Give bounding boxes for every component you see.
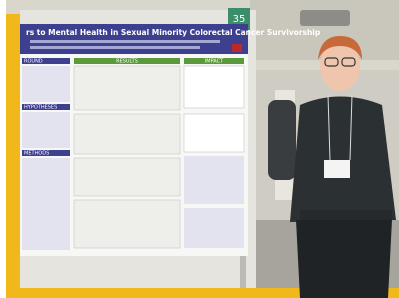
presenter-trousers (296, 220, 392, 298)
section-title: METHODS (24, 151, 49, 157)
photo: 35 rs to Mental Health in Sexual Minorit… (0, 0, 399, 298)
section-title: IMPACT (205, 59, 224, 65)
background-person (268, 100, 296, 180)
poster-title: rs to Mental Health in Sexual Minority C… (26, 28, 321, 37)
section-title: ROUND (24, 59, 43, 65)
text-block (184, 156, 244, 204)
figure (184, 66, 244, 108)
text-block (184, 208, 244, 248)
text-block (22, 158, 70, 250)
section-title: HYPOTHESES (24, 105, 57, 111)
table (74, 114, 180, 154)
projector (300, 10, 350, 26)
belt (300, 210, 392, 220)
logo (232, 44, 242, 52)
presenter-shirt (290, 97, 396, 223)
easel-leg (240, 256, 246, 288)
name-badge (324, 160, 350, 178)
text-block (22, 112, 70, 148)
table (74, 200, 180, 248)
table (74, 66, 180, 110)
affiliations (30, 46, 200, 49)
section-title: RESULTS (116, 59, 138, 65)
margin (0, 0, 6, 298)
yellow-frame (6, 14, 20, 298)
authors (30, 40, 220, 43)
poster-number: 35 (233, 14, 246, 25)
text-block (22, 66, 70, 102)
table (74, 158, 180, 196)
figure (184, 114, 244, 152)
